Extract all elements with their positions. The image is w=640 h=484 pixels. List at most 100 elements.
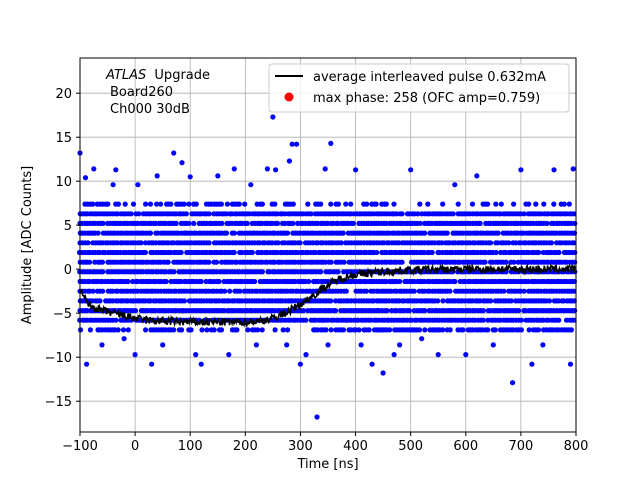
sample-point [503, 259, 509, 265]
sample-point [572, 249, 578, 256]
sample-point [340, 230, 346, 236]
sample-point [440, 327, 446, 333]
sample-point [350, 220, 356, 226]
sample-point [100, 220, 106, 226]
sample-point [303, 317, 309, 323]
sample-point [556, 249, 562, 256]
sample-point [113, 167, 119, 173]
sample-point [480, 308, 486, 314]
sample-point [242, 201, 248, 207]
sample-point [120, 327, 127, 333]
sample-point [314, 414, 320, 420]
sample-point [358, 342, 364, 348]
sample-point [186, 201, 192, 207]
sample-point [332, 308, 339, 314]
sample-point [219, 220, 225, 226]
sample-point [364, 201, 370, 207]
sample-point [477, 220, 483, 226]
sample-point [122, 201, 128, 207]
sample-point [249, 249, 255, 256]
x-tick-label: 0 [131, 439, 139, 454]
sample-point [132, 308, 139, 314]
sample-point [87, 259, 93, 265]
sample-point [429, 249, 435, 256]
sample-point [215, 173, 221, 179]
sample-point [526, 201, 532, 207]
sample-point [551, 201, 557, 207]
sample-point [193, 201, 199, 207]
sample-point [546, 298, 553, 304]
y-tick-label: −5 [53, 307, 72, 322]
upgrade-label: Upgrade [154, 68, 210, 83]
sample-point [335, 201, 341, 207]
sample-point [244, 220, 250, 226]
sample-point [425, 201, 431, 207]
y-tick-label: 5 [64, 219, 72, 234]
sample-point [216, 278, 222, 285]
sample-point [115, 327, 121, 333]
y-tick-label: 0 [64, 263, 72, 278]
sample-point [460, 327, 466, 333]
sample-point [328, 201, 334, 207]
plot-annotation: ATLAS Upgrade Board260 Ch000 30dB [105, 68, 210, 117]
sample-point [259, 269, 265, 275]
sample-point [285, 327, 291, 333]
sample-point [99, 342, 105, 348]
sample-point [384, 308, 390, 314]
sample-point [87, 327, 93, 333]
sample-point [533, 201, 539, 207]
sample-point [572, 220, 578, 226]
sample-point [231, 230, 237, 236]
sample-point [231, 166, 237, 172]
sample-point [125, 278, 131, 285]
average-line-series [79, 262, 576, 328]
sample-point [135, 182, 141, 188]
sample-point [323, 327, 329, 333]
sample-point [284, 230, 291, 236]
channel-label: Ch000 30dB [110, 102, 190, 117]
sample-point [181, 201, 187, 207]
x-tick-label: 500 [398, 439, 423, 454]
sample-point [115, 201, 121, 207]
svg-text:ATLAS Upgrade: ATLAS Upgrade [105, 68, 210, 83]
sample-point [183, 211, 189, 217]
sample-point [373, 201, 379, 207]
sample-point [482, 259, 488, 265]
y-tick-label: 10 [55, 175, 72, 190]
sample-point [439, 240, 445, 246]
sample-point [187, 174, 193, 180]
x-tick-label: 800 [564, 439, 589, 454]
legend-label-max-phase: max phase: 258 (OFC amp=0.759) [313, 91, 540, 106]
sample-point [422, 230, 428, 236]
sample-point [82, 175, 89, 181]
sample-point [535, 327, 542, 333]
sample-point [274, 220, 281, 226]
sample-point [501, 288, 507, 294]
sample-point [480, 317, 486, 323]
sample-point [300, 308, 307, 314]
y-tick-label: −15 [45, 395, 72, 410]
sample-point [416, 327, 423, 333]
sample-point [147, 230, 154, 236]
sample-point [142, 249, 148, 256]
sample-point [485, 327, 491, 333]
sample-point [568, 327, 575, 333]
sample-point [132, 352, 138, 358]
sample-point [318, 269, 324, 275]
sample-point [154, 201, 160, 207]
sample-point [518, 317, 525, 323]
sample-point [435, 352, 441, 358]
sample-point [113, 317, 119, 323]
sample-point [572, 259, 578, 265]
y-tick-label: −10 [45, 351, 72, 366]
sample-point [380, 370, 386, 376]
sample-point [199, 327, 205, 333]
scatter-series [76, 114, 578, 420]
sample-point [158, 201, 164, 207]
sample-point [214, 259, 220, 265]
sample-point [490, 342, 496, 348]
sample-point [85, 240, 91, 246]
sample-point [297, 240, 303, 246]
sample-point [206, 259, 212, 265]
